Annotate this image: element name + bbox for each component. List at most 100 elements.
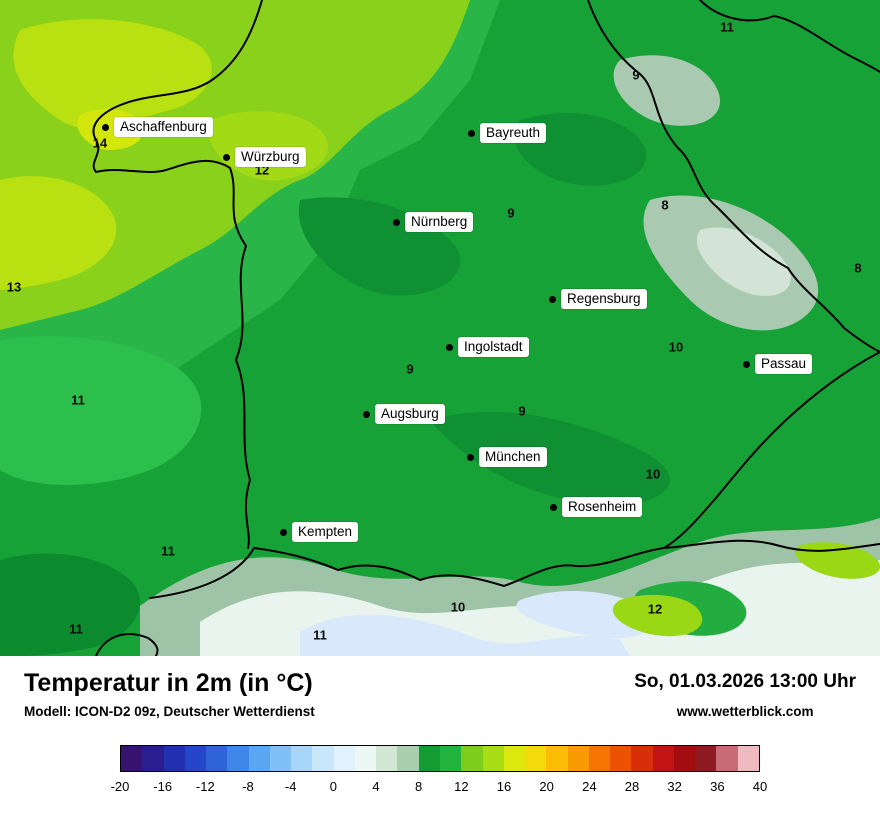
legend-bar — [120, 745, 760, 772]
city-dot — [743, 360, 750, 368]
city-dot — [280, 528, 287, 536]
legend-tick-label: 28 — [624, 779, 640, 794]
legend-tick-label: -12 — [195, 779, 215, 794]
city-dot — [393, 218, 400, 226]
legend-color-cell — [673, 746, 696, 771]
border-czech — [587, 0, 880, 353]
legend-color-cell — [312, 746, 334, 771]
city-label: München — [479, 447, 547, 467]
city-dot — [446, 343, 453, 351]
temperature-value: 8 — [854, 260, 862, 276]
legend-color-cell — [716, 746, 738, 771]
temperature-legend: -20 -16 -12 -8 -4 0 4 8 12 16 20 24 28 32 36 40 — [111, 745, 768, 797]
legend-color-cell — [163, 746, 185, 771]
temperature-value: 14 — [92, 135, 108, 151]
legend-color-cell — [121, 746, 143, 771]
terrain-bright-green-sw — [0, 336, 202, 485]
city-label: Bayreuth — [480, 123, 547, 143]
city-label: Passau — [755, 354, 813, 374]
legend-tick-label: 4 — [372, 779, 380, 794]
city-marker: Aschaffenburg — [102, 117, 213, 137]
terrain-yellow-patch-1 — [13, 19, 212, 129]
city-label: Würzburg — [235, 147, 306, 167]
temperature-value: 8 — [661, 197, 669, 213]
legend-tick-label: 0 — [329, 779, 337, 794]
border-southwest-corner — [95, 633, 159, 656]
temperature-value: 10 — [668, 339, 684, 355]
border-northeast — [699, 0, 880, 73]
terrain-dark-green-3 — [513, 112, 647, 186]
city-label: Kempten — [292, 522, 359, 542]
city-dot — [549, 295, 556, 303]
border-austria-alps — [149, 351, 880, 599]
legend-color-cell — [333, 746, 355, 771]
legend-tick-label: -20 — [110, 779, 130, 794]
terrain-gray-east-light — [696, 227, 791, 296]
legend-color-cell — [546, 746, 568, 771]
city-marker: Passau — [743, 354, 813, 374]
website-label: www.wetterblick.com — [676, 704, 814, 719]
temperature-value: 11 — [313, 627, 327, 643]
legend-color-cell — [610, 746, 632, 771]
legend-color-cell — [376, 746, 398, 771]
city-marker: Nürnberg — [393, 212, 474, 232]
city-marker: Regensburg — [549, 289, 647, 309]
legend-color-cell — [397, 746, 419, 771]
legend-tick-label: 16 — [496, 779, 512, 794]
legend-tick-label: 24 — [582, 779, 597, 794]
legend-color-cell — [269, 746, 292, 771]
legend-color-cell — [461, 746, 483, 771]
temperature-value: 9 — [632, 67, 640, 83]
terrain-dark-green-2 — [430, 411, 670, 506]
legend-tick-label: 20 — [539, 779, 554, 794]
legend-tick-label: 32 — [667, 779, 682, 794]
legend-color-cell — [695, 746, 717, 771]
legend-color-cell — [652, 746, 674, 771]
terrain-dark-green-sw — [0, 553, 140, 656]
city-label: Nürnberg — [405, 212, 474, 232]
city-label: Ingolstadt — [458, 337, 529, 357]
temperature-value: 10 — [450, 599, 466, 615]
city-label: Aschaffenburg — [114, 117, 213, 137]
legend-color-cell — [525, 746, 547, 771]
temperature-value: 10 — [645, 466, 661, 482]
model-info: Modell: ICON-D2 09z, Deutscher Wetterdie… — [24, 704, 315, 719]
city-dot — [223, 153, 230, 161]
legend-tick-label: 12 — [454, 779, 469, 794]
legend-color-cell — [354, 746, 377, 771]
legend-color-cell — [248, 746, 270, 771]
temperature-value: 11 — [71, 392, 85, 408]
border-austria-east — [663, 539, 880, 552]
terrain-alps-warm-1 — [612, 594, 703, 637]
city-marker: Ingolstadt — [446, 337, 529, 357]
temperature-value: 11 — [161, 543, 175, 559]
city-dot — [550, 503, 557, 511]
city-label: Rosenheim — [562, 497, 643, 517]
terrain-svg — [0, 0, 880, 656]
legend-color-cell — [291, 746, 313, 771]
legend-tick-label: 8 — [415, 779, 423, 794]
city-marker: Würzburg — [223, 147, 306, 167]
city-dot — [102, 123, 109, 131]
legend-tick-label: 36 — [710, 779, 725, 794]
temperature-value: 9 — [507, 205, 515, 221]
legend-color-cell — [227, 746, 249, 771]
city-label: Augsburg — [375, 404, 445, 424]
legend-tick-label: 40 — [752, 779, 768, 794]
city-dot — [468, 129, 475, 137]
legend-color-cell — [142, 746, 164, 771]
border-bavaria-west — [92, 0, 263, 549]
temperature-map: Aschaffenburg Würzburg Bayreuth Nürnberg Reg… — [0, 0, 880, 656]
city-marker: München — [467, 447, 547, 467]
city-dot — [363, 410, 370, 418]
legend-color-cell — [567, 746, 589, 771]
legend-color-cell — [588, 746, 611, 771]
legend-color-cell — [439, 746, 462, 771]
temperature-value: 9 — [518, 403, 526, 419]
legend-ticks: -20 -16 -12 -8 -4 0 4 8 12 16 20 24 28 32 36 40 — [111, 779, 768, 797]
page-title: Temperatur in 2m (in °C) — [24, 669, 313, 697]
temperature-value: 11 — [720, 19, 734, 35]
temperature-value: 12 — [647, 601, 663, 617]
temperature-value: 9 — [406, 361, 414, 377]
